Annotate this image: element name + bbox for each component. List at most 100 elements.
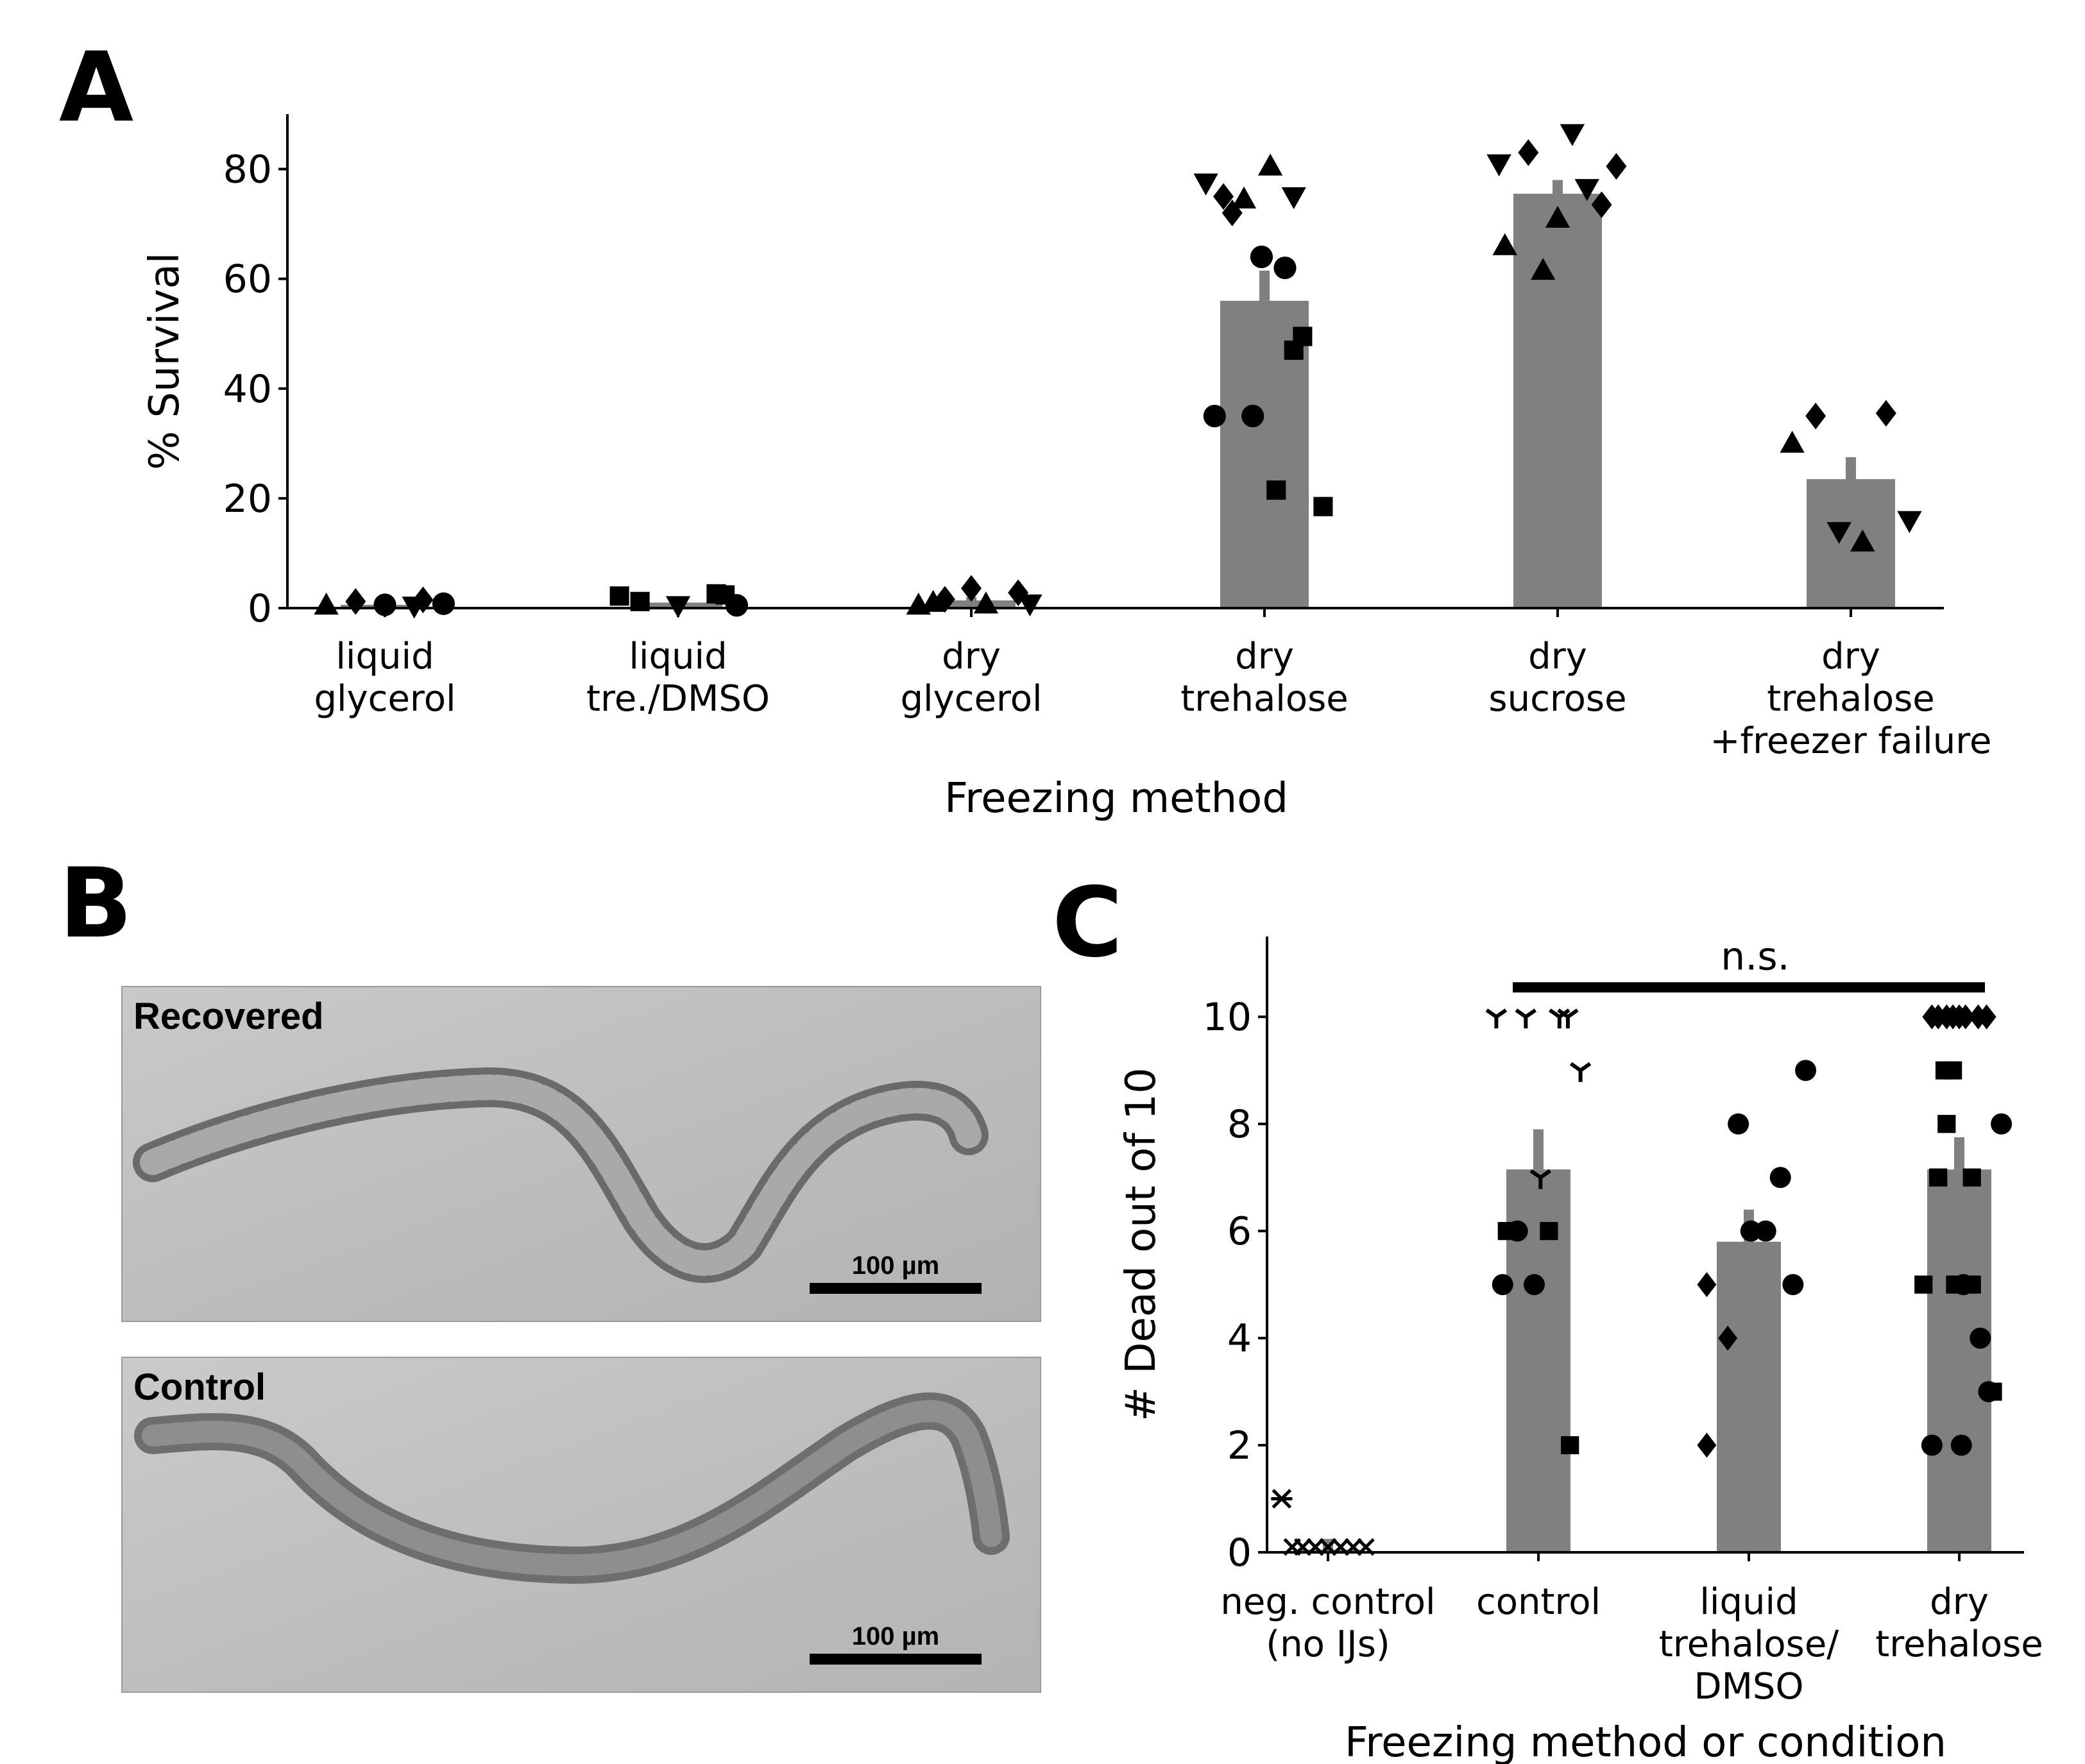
data-point-1-0 <box>1485 1008 1508 1029</box>
data-point-5-2 <box>1875 400 1896 427</box>
x-tick-label-2-0: dry <box>942 636 1001 677</box>
data-point-1-5 <box>725 594 748 617</box>
data-point-1-11 <box>1561 1436 1579 1455</box>
data-point-4-2 <box>1560 124 1585 146</box>
data-point-3-3 <box>1231 186 1257 209</box>
y-axis-label: # Dead out of 10 <box>1118 1067 1165 1421</box>
x-tick-label-1-0: liquid <box>629 636 727 677</box>
y-tick-label-1: 20 <box>223 477 272 522</box>
data-point-3-14 <box>1914 1275 1933 1294</box>
x-tick-label-4-0: dry <box>1528 636 1587 677</box>
x-tick-label-0-1: glycerol <box>314 678 455 720</box>
data-point-0-7 <box>1357 1538 1375 1556</box>
data-point-4-1 <box>1518 139 1539 166</box>
data-point-3-7 <box>1977 1004 1996 1030</box>
data-point-3-5 <box>1955 1004 1975 1030</box>
data-point-0-5 <box>1331 1538 1350 1556</box>
panel-letter-b: B <box>59 848 132 960</box>
micrograph-recovered: Recovered 100 µm <box>121 986 1041 1322</box>
y-tick-label-5: 10 <box>1203 995 1252 1040</box>
bar-2 <box>927 600 1016 608</box>
data-point-4-4 <box>1606 153 1627 180</box>
data-point-2-8 <box>1697 1432 1717 1458</box>
data-point-1-0 <box>609 586 629 606</box>
x-tick-label-5-1: trehalose <box>1767 678 1934 720</box>
data-point-3-9 <box>1944 1061 1962 1080</box>
data-point-3-9 <box>1284 340 1304 360</box>
data-point-3-4 <box>1257 153 1283 176</box>
data-point-3-22 <box>1950 1434 1972 1456</box>
data-point-2-5 <box>1697 1272 1717 1298</box>
x-axis-label: Freezing method <box>944 775 1288 822</box>
data-point-0-0 <box>314 592 339 615</box>
data-point-4-8 <box>1530 257 1556 280</box>
data-point-1-4 <box>1569 1062 1592 1082</box>
data-point-3-12 <box>1929 1168 1948 1187</box>
data-point-0-2 <box>1293 1538 1312 1556</box>
data-point-3-21 <box>1921 1434 1943 1456</box>
data-point-3-0 <box>1193 173 1218 196</box>
x-tick-label-4-1: sucrose <box>1488 678 1626 720</box>
y-tick-label-3: 60 <box>223 257 272 302</box>
data-point-1-9 <box>1492 1274 1513 1296</box>
x-tick-label-2-2: DMSO <box>1694 1666 1803 1708</box>
x-tick-label-0-1: (no IJs) <box>1266 1624 1390 1665</box>
y-tick-label-3: 6 <box>1227 1209 1252 1254</box>
data-point-2-0 <box>1728 1113 1749 1135</box>
data-point-1-5 <box>1529 1169 1552 1189</box>
scale-label-recovered: 100 µm <box>852 1251 939 1280</box>
data-point-3-17 <box>1962 1275 1981 1294</box>
y-tick-label-0: 0 <box>248 586 272 631</box>
x-tick-label-2-1: trehalose/ <box>1659 1624 1839 1665</box>
control-label: Control <box>133 1366 266 1408</box>
y-tick-label-4: 80 <box>223 148 272 192</box>
data-point-3-11 <box>1241 404 1264 428</box>
bar-5 <box>1807 479 1895 608</box>
data-point-0-4 <box>1319 1538 1337 1556</box>
data-point-0-6 <box>1344 1538 1363 1556</box>
data-point-4-0 <box>1486 154 1511 176</box>
data-point-0-1 <box>345 588 366 615</box>
data-point-1-1 <box>630 591 650 611</box>
y-tick-label-2: 40 <box>223 367 272 412</box>
x-tick-label-3-1: trehalose <box>1180 678 1348 720</box>
chart-c: 0 2 4 6 8 10 neg. control(no IJs) control liquid… <box>1118 934 2043 1764</box>
x-tick-label-5-0: dry <box>1821 636 1880 677</box>
bar-0 <box>1296 1549 1360 1552</box>
data-point-3-7 <box>1273 256 1297 280</box>
data-point-3-12 <box>1266 480 1286 500</box>
data-point-3-13 <box>1962 1168 1981 1187</box>
data-point-4-7 <box>1492 233 1517 255</box>
x-tick-label-1-0: control <box>1476 1581 1601 1623</box>
bar-2 <box>1717 1241 1781 1552</box>
data-point-2-6 <box>1782 1274 1804 1296</box>
data-point-0-4 <box>413 586 434 613</box>
x-tick-label-0-0: neg. control <box>1220 1581 1435 1623</box>
data-point-3-6 <box>1250 245 1273 269</box>
data-point-2-4 <box>973 591 999 614</box>
x-tick-label-1-1: tre./DMSO <box>586 678 770 720</box>
data-point-2-7 <box>1718 1325 1738 1351</box>
data-point-2-2 <box>1769 1167 1791 1189</box>
data-point-2-1 <box>1795 1060 1817 1081</box>
x-tick-label-5-2: +freezer failure <box>1710 720 1992 762</box>
micrograph-control: Control 100 µm <box>121 1357 1041 1693</box>
y-tick-label-0: 0 <box>1227 1531 1252 1575</box>
x-tick-label-3-0: dry <box>1235 636 1294 677</box>
data-point-5-3 <box>1826 522 1851 545</box>
x-tick-label-3-0: dry <box>1930 1581 1989 1623</box>
data-point-1-7 <box>1506 1220 1528 1242</box>
data-point-3-1 <box>1213 183 1234 210</box>
data-point-1-1 <box>1515 1008 1537 1029</box>
data-point-1-10 <box>1523 1274 1545 1296</box>
data-point-4-5 <box>1591 191 1612 218</box>
bar-4 <box>1513 194 1602 608</box>
x-axis-label: Freezing method or condition <box>1345 1719 1946 1764</box>
data-point-0-0 <box>1271 1489 1293 1509</box>
y-tick-label-1: 2 <box>1227 1423 1252 1468</box>
data-point-3-5 <box>1281 187 1306 210</box>
bar-3 <box>1927 1169 1991 1552</box>
data-point-3-10 <box>1937 1115 1956 1133</box>
data-point-2-2 <box>934 586 955 613</box>
